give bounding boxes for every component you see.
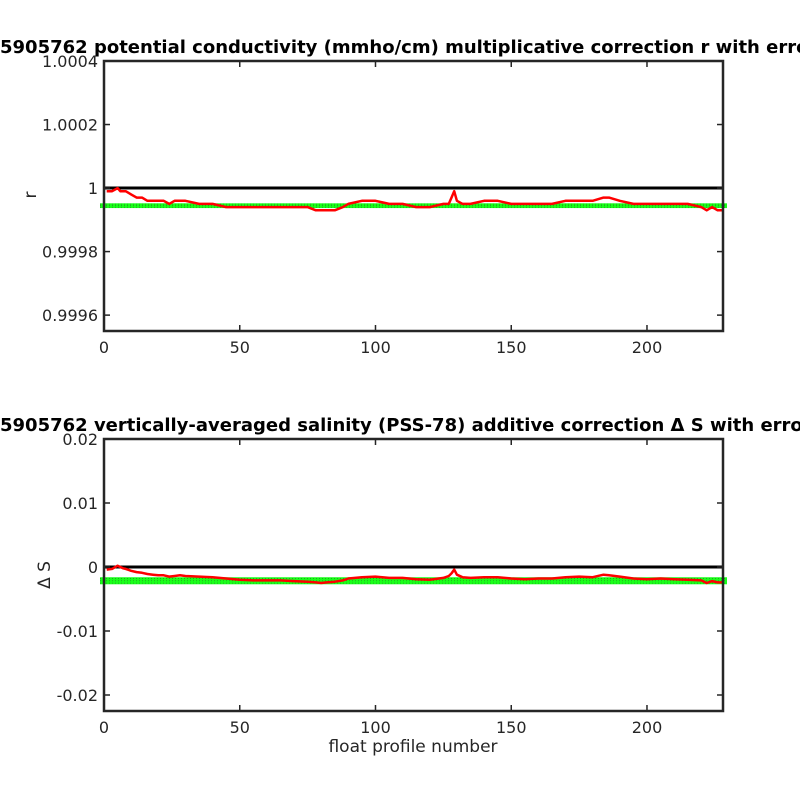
axes-frame — [102, 59, 725, 333]
y-tick-label: 0.01 — [62, 494, 98, 513]
y-tick-label: 0.9996 — [42, 306, 98, 325]
x-tick-label: 200 — [632, 718, 663, 737]
y-tick-label: -0.01 — [57, 622, 98, 641]
x-axis-label: float profile number — [328, 737, 497, 757]
y-tick-label: 0.9998 — [42, 243, 98, 262]
y-axis-label: r — [21, 192, 41, 199]
y-tick-label: -0.02 — [57, 686, 98, 705]
y-axis-label: Δ S — [35, 561, 55, 589]
y-tick-label: 0 — [88, 558, 98, 577]
x-tick-label: 50 — [230, 718, 250, 737]
y-tick-label: 1.0004 — [42, 52, 98, 71]
correction-delta-s-chart: 5905762 vertically-averaged salinity (PS… — [0, 415, 800, 757]
x-tick-label: 150 — [496, 718, 527, 737]
y-tick-label: 0.02 — [62, 430, 98, 449]
x-tick-label: 0 — [99, 718, 109, 737]
error-band — [100, 577, 727, 585]
x-tick-label: 0 — [99, 338, 109, 357]
plot-area: 0 50 100 150 200 1.0004 1.0002 1 0.9998 0.9996 — [42, 52, 727, 357]
y-tick-label: 1.0002 — [42, 116, 98, 135]
x-tick-label: 100 — [360, 718, 391, 737]
chart-title: 5905762 potential conductivity (mmho/cm)… — [0, 37, 800, 58]
x-tick-label: 150 — [496, 338, 527, 357]
x-tick-label: 200 — [632, 338, 663, 357]
axes-frame — [102, 437, 725, 713]
chart-title: 5905762 vertically-averaged salinity (PS… — [0, 415, 800, 436]
series-line — [106, 186, 723, 212]
y-tick-label: 1 — [88, 179, 98, 198]
x-tick-label: 100 — [360, 338, 391, 357]
x-tick-label: 50 — [230, 338, 250, 357]
correction-r-chart: 5905762 potential conductivity (mmho/cm)… — [0, 37, 800, 357]
series-line — [106, 564, 723, 585]
plot-area: 0 50 100 150 200 0.02 0.01 0 -0.01 -0.02 — [57, 430, 727, 737]
